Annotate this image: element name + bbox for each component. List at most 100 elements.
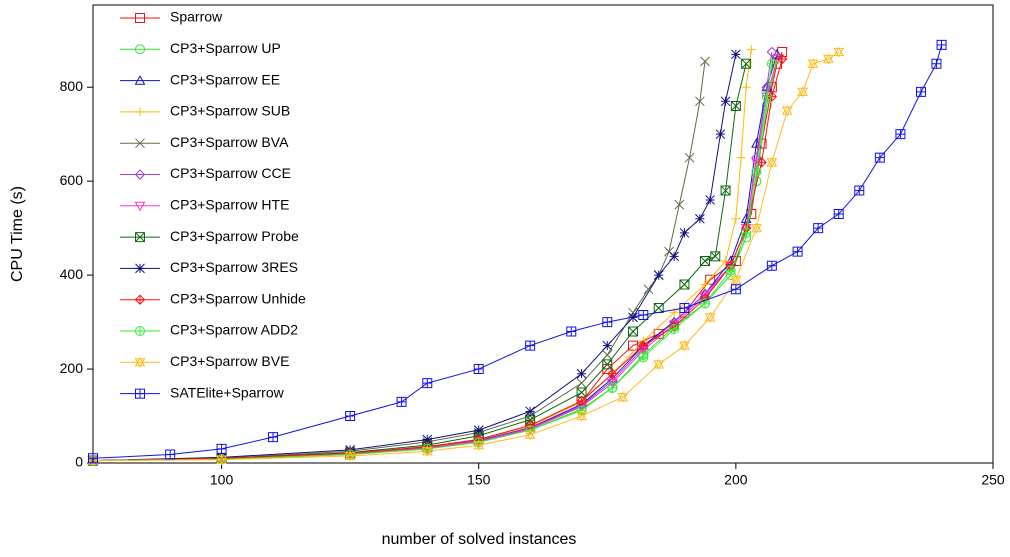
x-tick-label: 250 [981,472,1005,488]
data-point [679,279,690,290]
data-point [736,153,746,163]
legend-label: CP3+Sparrow ADD2 [170,322,298,338]
data-point [720,96,731,107]
data-point [751,166,762,177]
data-point [576,368,587,379]
data-point [422,434,433,445]
data-point [725,265,736,276]
legend-marker [135,232,145,243]
legend-marker [135,13,145,23]
series-line [92,44,943,459]
legend-marker [134,201,146,212]
data-point [823,53,834,65]
data-point [874,152,885,163]
data-point [756,138,767,149]
data-point [746,45,756,55]
data-point [766,156,778,168]
data-point [345,411,356,422]
legend-label: CP3+Sparrow CCE [170,165,291,181]
data-point [730,284,741,295]
data-point [653,328,664,339]
legend-marker [134,75,146,85]
data-point [731,214,741,224]
data-point [684,152,695,163]
data-point [576,405,587,416]
data-point [525,411,535,421]
data-point [700,56,710,67]
data-point [628,326,638,337]
y-tick-label: 600 [60,172,84,188]
legend-label: CP3+Sparrow 3RES [170,259,298,275]
data-point [761,91,772,102]
data-point [638,310,649,321]
data-point [710,251,721,262]
legend-marker [135,107,145,117]
legend-marker [134,294,146,305]
data-point [730,100,741,111]
legend-marker [134,169,146,180]
data-point [607,382,618,393]
legend-label: CP3+Sparrow SUB [170,103,290,119]
legend-label: CP3+Sparrow Probe [170,228,299,244]
data-point [576,378,587,388]
data-point [741,58,752,69]
data-point [422,378,433,389]
data-point [674,199,685,210]
data-point [525,340,536,351]
legend-label: CP3+Sparrow EE [170,71,280,87]
data-point [165,449,176,460]
series-line [92,51,839,462]
legend-label: CP3+Sparrow UP [170,40,281,56]
legend-marker [134,356,146,368]
x-tick-label: 150 [467,472,491,488]
data-point [268,432,278,443]
legend-label: Sparrow [170,9,223,25]
data-point [216,454,227,466]
data-point [695,213,705,224]
legend-marker [135,263,145,274]
data-point [741,227,752,238]
data-point [576,410,587,422]
data-point [602,340,613,351]
data-point [216,443,227,454]
series-line [92,63,747,462]
data-point [473,439,485,451]
data-point [776,53,788,65]
data-point [396,396,407,407]
data-point [617,391,629,403]
series-line [92,61,706,462]
legend-label: CP3+Sparrow Unhide [170,290,306,306]
data-point [679,340,690,352]
data-point [628,307,638,318]
y-tick-label: 800 [60,78,84,94]
data-point [344,450,356,462]
data-point [602,350,613,360]
data-point [473,425,484,435]
data-point [720,185,731,196]
data-point [695,96,705,107]
legend-marker [135,388,145,399]
data-point [638,340,649,351]
data-point [807,58,819,70]
legend-label: CP3+Sparrow BVE [170,353,289,369]
data-point [525,406,535,417]
data-point [704,311,716,323]
data-point [473,364,484,375]
data-point [813,223,824,234]
y-axis-label: CPU Time (s) [9,186,26,282]
data-point [669,324,680,335]
series-line [92,58,783,462]
data-point [653,270,664,280]
data-point [721,256,731,266]
data-point [715,129,726,140]
data-point [607,368,618,379]
data-point [700,256,710,267]
data-point [725,270,736,281]
legend-marker [135,44,146,55]
data-point [936,39,947,50]
series-line [92,63,773,462]
y-tick-label: 0 [75,454,83,470]
x-axis-label: number of solved instances [382,531,577,548]
data-point [88,453,98,464]
